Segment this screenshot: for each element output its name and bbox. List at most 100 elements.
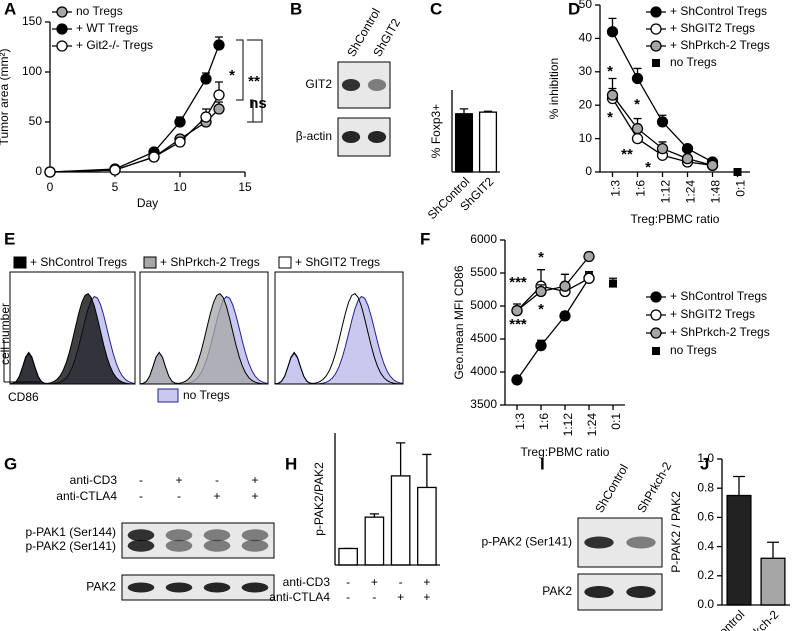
- flow-reference: [274, 295, 404, 385]
- y-tick-label: 0.4: [697, 539, 714, 553]
- marker: [631, 72, 644, 85]
- marker: [56, 6, 68, 18]
- panel-letter: E: [4, 229, 15, 248]
- y-axis-label: cell number: [0, 303, 12, 365]
- marker: [559, 310, 571, 322]
- x-tick-label: 1:24: [684, 180, 698, 204]
- marker: [656, 116, 669, 128]
- blot-band: [584, 536, 614, 549]
- treatment-sign: -: [346, 590, 350, 604]
- x-tick-label: 5: [112, 180, 119, 194]
- bracket: [250, 99, 254, 123]
- marker: [213, 89, 225, 101]
- marker: [535, 339, 547, 352]
- marker: [583, 250, 595, 263]
- x-tick-label: 1:48: [709, 180, 723, 204]
- blot-band: [341, 131, 361, 143]
- annotation: ns: [249, 95, 267, 112]
- annotation: *: [538, 249, 544, 266]
- legend-label: + ShGIT2 Tregs: [670, 21, 755, 35]
- blot-band: [341, 79, 361, 91]
- axis-arrow: [3, 340, 40, 383]
- treatment-sign: +: [371, 575, 378, 589]
- y-tick-label: 0: [35, 164, 42, 178]
- marker: [631, 122, 644, 135]
- panel-letter: H: [285, 454, 297, 473]
- error-bar: [733, 475, 745, 496]
- marker: [733, 168, 742, 176]
- series-line: [49, 108, 220, 173]
- x-axis-label: Treg:PBMC ratio: [631, 212, 720, 226]
- treatment-sign: +: [251, 473, 258, 487]
- legend-label: + ShGIT2 Tregs: [295, 255, 380, 269]
- y-tick-label: 50: [29, 114, 43, 128]
- panel-letter: G: [4, 454, 17, 473]
- legend-swatch: [143, 256, 157, 269]
- annotation: *: [229, 67, 235, 84]
- row-label: PAK2: [542, 584, 572, 598]
- x-axis-label: CD86: [8, 390, 39, 404]
- x-tick-label: 1:12: [561, 413, 575, 437]
- x-tick-label: 1:12: [659, 180, 673, 204]
- y-axis-label: Tumor area (mm²): [0, 49, 11, 146]
- treatment-sign: +: [175, 473, 182, 487]
- bar: [760, 557, 786, 606]
- y-axis-label: P-PAK2 / PAK2: [669, 491, 683, 573]
- marker: [200, 73, 212, 85]
- y-tick-label: 10: [579, 131, 593, 145]
- marker: [650, 309, 662, 321]
- annotation: *: [607, 109, 613, 126]
- panel-letter: B: [290, 0, 302, 18]
- y-tick-label: 0.6: [697, 510, 714, 524]
- annotation: *: [538, 301, 544, 318]
- legend-label: no Tregs: [183, 388, 230, 402]
- blot-band: [127, 582, 155, 593]
- treatment-sign: -: [215, 473, 219, 487]
- panel-letter: C: [430, 0, 442, 18]
- blot-band: [367, 79, 387, 91]
- y-tick-label: 150: [22, 14, 42, 28]
- legend-label: + ShGIT2 Tregs: [670, 307, 755, 321]
- legend-label: + WT Tregs: [76, 21, 138, 35]
- y-axis-label: % Foxp3+: [429, 104, 443, 158]
- marker: [44, 166, 56, 178]
- legend-swatch: [13, 256, 27, 269]
- series-line: [49, 44, 220, 173]
- marker: [559, 280, 571, 292]
- x-tick-label: 0:1: [609, 413, 623, 430]
- marker: [213, 39, 225, 51]
- blot-band: [367, 131, 387, 143]
- marker: [650, 6, 662, 18]
- bar: [726, 494, 752, 606]
- blot-band: [203, 529, 231, 542]
- y-axis-label: p-PAK2/PAK2: [312, 462, 326, 536]
- panel-letter: D: [568, 0, 580, 18]
- marker: [174, 136, 186, 148]
- marker: [631, 132, 644, 145]
- x-tick-label: 10: [173, 180, 187, 194]
- y-tick-label: 4500: [470, 331, 497, 345]
- annotation: **: [621, 146, 633, 163]
- treatment-sign: -: [346, 575, 350, 589]
- marker: [650, 327, 662, 339]
- annotation: *: [634, 96, 640, 113]
- legend-swatch: [157, 388, 179, 403]
- error-bar: [422, 453, 432, 488]
- bracket: [236, 39, 263, 123]
- treatment-label: anti-CD3: [283, 575, 331, 589]
- series-line: [516, 277, 590, 381]
- x-tick-label: 1:24: [585, 413, 599, 437]
- marker: [681, 152, 694, 165]
- row-label: p-PAK2 (Ser141): [26, 539, 117, 553]
- y-tick-label: 20: [579, 97, 593, 111]
- treatment-sign: +: [423, 590, 430, 604]
- flow-histogram: [9, 293, 136, 385]
- blot-band: [165, 539, 193, 552]
- annotation: ***: [509, 274, 527, 291]
- x-tick-label: 1:6: [537, 413, 551, 430]
- marker: [650, 40, 662, 52]
- treatment-label: anti-CD3: [70, 473, 118, 487]
- marker: [583, 272, 595, 284]
- y-tick-label: 5500: [470, 265, 497, 279]
- panel-letter: I: [540, 454, 545, 473]
